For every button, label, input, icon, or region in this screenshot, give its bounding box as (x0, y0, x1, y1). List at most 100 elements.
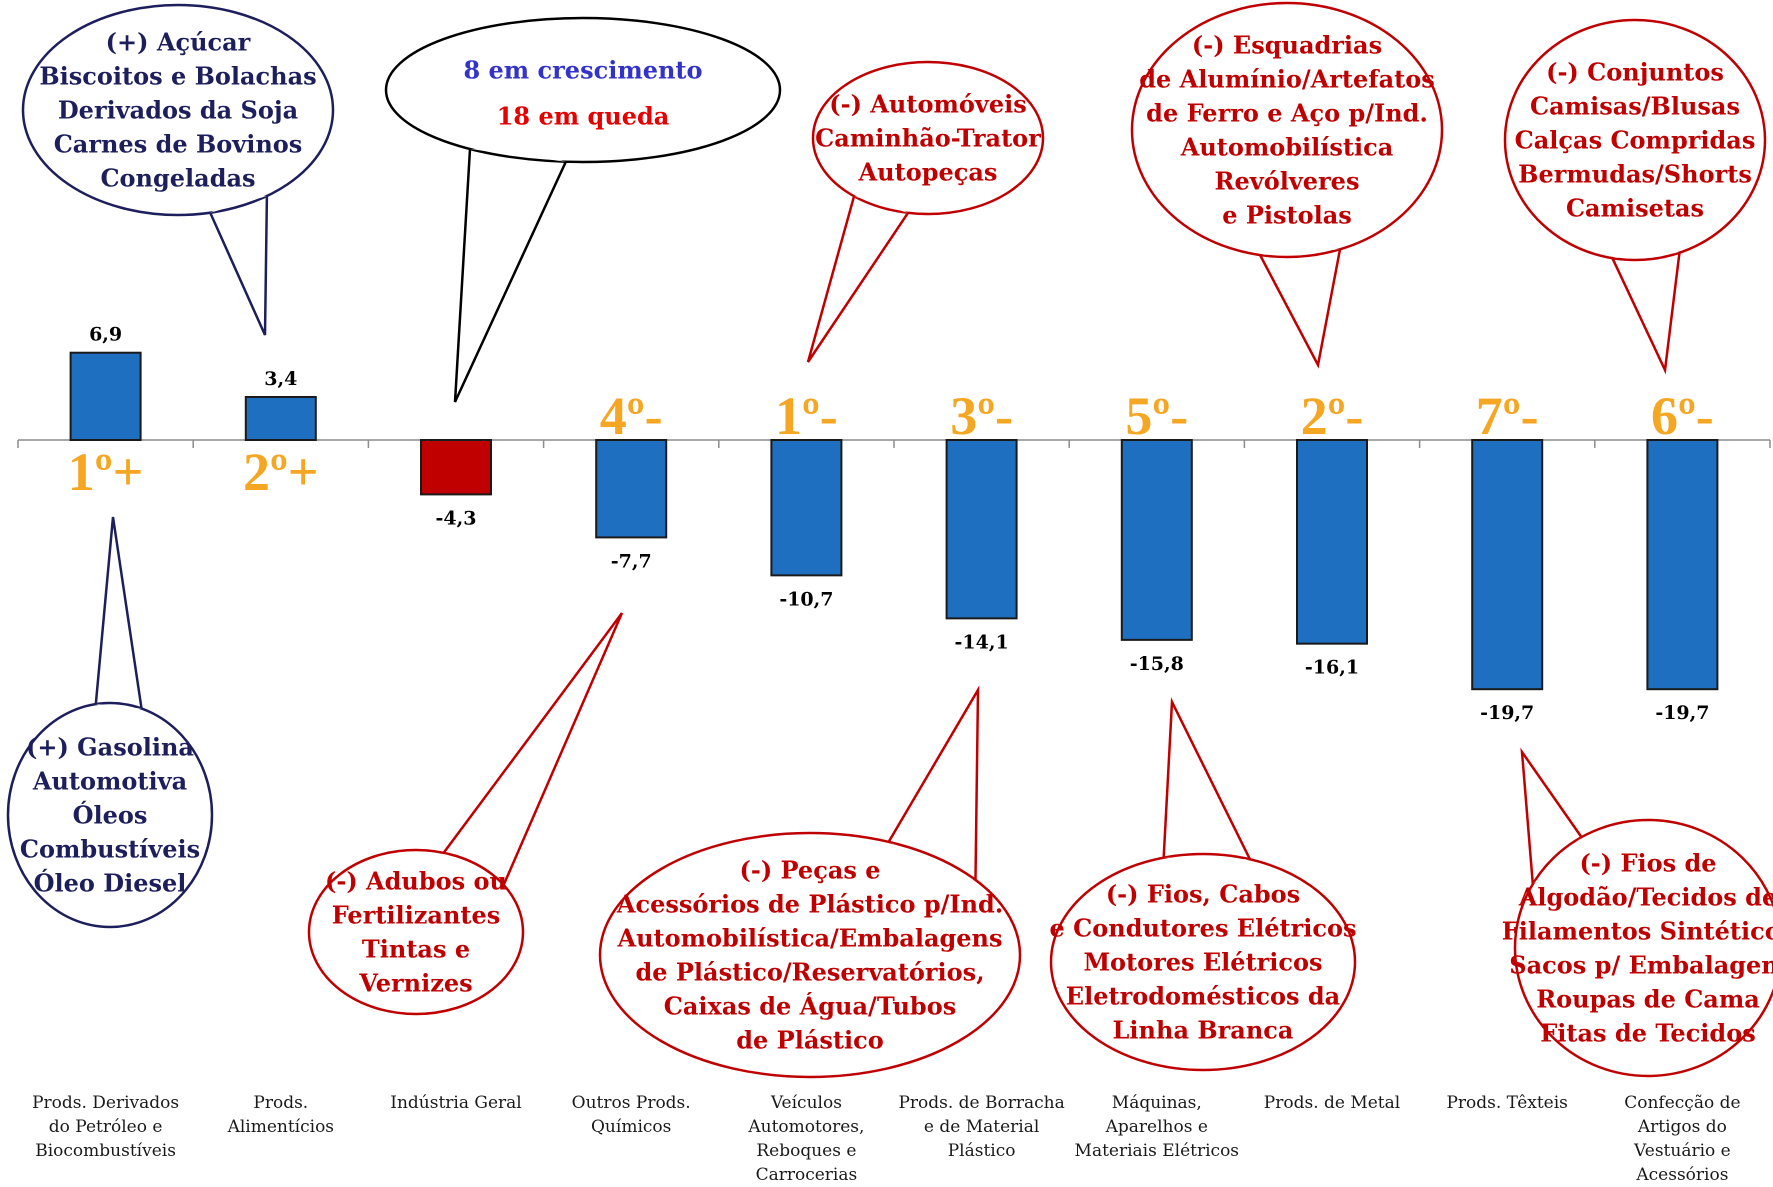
category-label: Vestuário e (1633, 1141, 1731, 1161)
category-label: Biocombustíveis (35, 1141, 176, 1161)
callout-text: (+) Açúcar (106, 27, 251, 56)
callout-bubble (1130, 1, 1444, 259)
callout-bubble (598, 831, 1022, 1079)
callout-tail (441, 612, 624, 887)
category-label: Prods. Derivados (32, 1093, 179, 1113)
value-label: -4,3 (436, 507, 477, 529)
callout-text: (-) Adubos ou (325, 866, 507, 895)
callout-text: (-) Conjuntos (1546, 57, 1724, 86)
callout-food: (+) Açúcar Biscoitos e Bolachas Derivados … (21, 3, 335, 336)
callout-petroleum: (+) Gasolina Automotiva Óleos Combustíveis Ó… (6, 516, 214, 929)
value-label: -15,8 (1130, 653, 1184, 675)
category-label: Acessórios (1635, 1165, 1728, 1185)
bar (770, 439, 843, 577)
callout-tail (1610, 251, 1681, 375)
callout-metal: (-) Esquadrias de Alumínio/Artefatos de Fe… (1130, 1, 1444, 369)
callout-text: Caminhão-Trator (815, 123, 1041, 152)
value-label: -7,7 (611, 550, 652, 572)
category-label: Máquinas, (1112, 1093, 1202, 1113)
callout-bubble (21, 3, 335, 217)
category-label: Prods. Têxteis (1446, 1093, 1567, 1113)
callout-bubble (6, 701, 214, 929)
callout-text: Revólveres (1215, 166, 1360, 195)
value-label: -14,1 (955, 631, 1009, 653)
callout-seam (470, 148, 566, 162)
value-label: 3,4 (264, 368, 297, 390)
callout-seam (443, 852, 504, 885)
callout-text: Derivados da Soja (58, 95, 298, 124)
callout-text: Tintas e (362, 934, 470, 963)
callout-tail (94, 516, 143, 710)
callout-text: Automobilística (1180, 132, 1394, 161)
callout-text: Óleo Diesel (34, 868, 187, 897)
bar (945, 439, 1018, 620)
category-label: Outros Prods. (572, 1093, 691, 1113)
bar (69, 351, 142, 441)
text-layer: 6,9 1º+ Prods. Derivados do Petróleo e Bioco… (32, 324, 1740, 1185)
rank-label: 2º- (1301, 386, 1364, 446)
rank-label: 2º+ (243, 442, 319, 502)
bars-layer (69, 351, 1719, 691)
callout-text: Combustíveis (20, 834, 200, 863)
callout-text: (-) Esquadrias (1192, 30, 1382, 59)
callout-apparel: (-) Conjuntos Camisas/Blusas Calças Compri… (1503, 18, 1767, 375)
rank-label: 1º+ (68, 442, 144, 502)
callout-text: 8 em crescimento (463, 56, 702, 85)
category-label: Plástico (948, 1141, 1016, 1161)
callout-tail (1162, 697, 1253, 861)
rank-label: 3º- (950, 386, 1013, 446)
bar (1646, 439, 1719, 691)
rank-label: 4º- (600, 386, 663, 446)
category-label: Veículos (770, 1093, 842, 1113)
callout-text: Roupas de Cama (1536, 984, 1760, 1013)
callout-seam (854, 196, 909, 213)
callout-bubble (1049, 852, 1357, 1072)
callout-text: de Alumínio/Artefatos (1139, 64, 1435, 93)
callout-bubble (307, 848, 525, 1016)
callout-text: Linha Branca (1113, 1015, 1294, 1044)
callout-text: 18 em queda (497, 102, 670, 131)
category-label: Indústria Geral (390, 1093, 522, 1113)
category-label: Carrocerias (756, 1165, 858, 1185)
callout-textiles: (-) Fios de Algodão/Tecidos de Filamentos … (1502, 747, 1773, 1078)
callout-text: Camisas/Blusas (1530, 91, 1740, 120)
category-label: Alimentícios (227, 1117, 334, 1137)
callout-rubber: (-) Peças e Acessórios de Plástico p/Ind.… (598, 685, 1022, 1079)
category-label: Químicos (591, 1117, 671, 1137)
value-label: -16,1 (1305, 657, 1359, 679)
summary-callout: 8 em crescimento 18 em queda (384, 16, 782, 403)
value-label: 6,9 (89, 324, 122, 346)
callout-text: (-) Automóveis (829, 89, 1026, 118)
callout-seam (888, 841, 976, 880)
callout-text: Algodão/Tecidos de (1518, 882, 1773, 911)
callout-tail (1258, 247, 1342, 369)
callout-chemicals: (-) Adubos ou Fertilizantes Tintas e Verniz… (307, 612, 624, 1016)
callout-text: Sacos p/ Embalagem (1509, 950, 1773, 979)
callout-text: Carnes de Bovinos (54, 129, 303, 158)
bar (1296, 439, 1368, 645)
category-label: Prods. (253, 1093, 308, 1113)
callout-text: e Condutores Elétricos (1050, 913, 1357, 942)
callout-text: Óleos (73, 800, 148, 829)
callout-seam (1163, 857, 1250, 860)
callout-text: Vernizes (358, 968, 472, 997)
callout-text: Eletrodomésticos da (1066, 981, 1340, 1010)
callout-text: Camisetas (1566, 193, 1704, 222)
callout-text: de Plástico/Reservatórios, (635, 957, 984, 986)
callout-text: Fitas de Tecidos (1540, 1018, 1755, 1047)
value-label: -19,7 (1480, 702, 1534, 724)
callout-text: Acessórios de Plástico p/Ind. (616, 889, 1003, 918)
callout-bubble (1513, 818, 1773, 1078)
category-label: do Petróleo e (49, 1117, 163, 1137)
callout-vehicles: (-) Automóveis Caminhão-Trator Autopeças (806, 60, 1045, 363)
callout-text: Motores Elétricos (1083, 947, 1322, 976)
callout-text: (-) Peças e (740, 855, 881, 884)
callout-seam (1612, 252, 1680, 259)
callout-text: e Pistolas (1222, 200, 1352, 229)
bar (1471, 439, 1544, 691)
category-label: Confecção de (1624, 1093, 1740, 1113)
callout-text: Automotiva (32, 766, 187, 795)
callout-text: Caixas de Água/Tubos (664, 991, 956, 1020)
callout-tail (208, 194, 269, 336)
